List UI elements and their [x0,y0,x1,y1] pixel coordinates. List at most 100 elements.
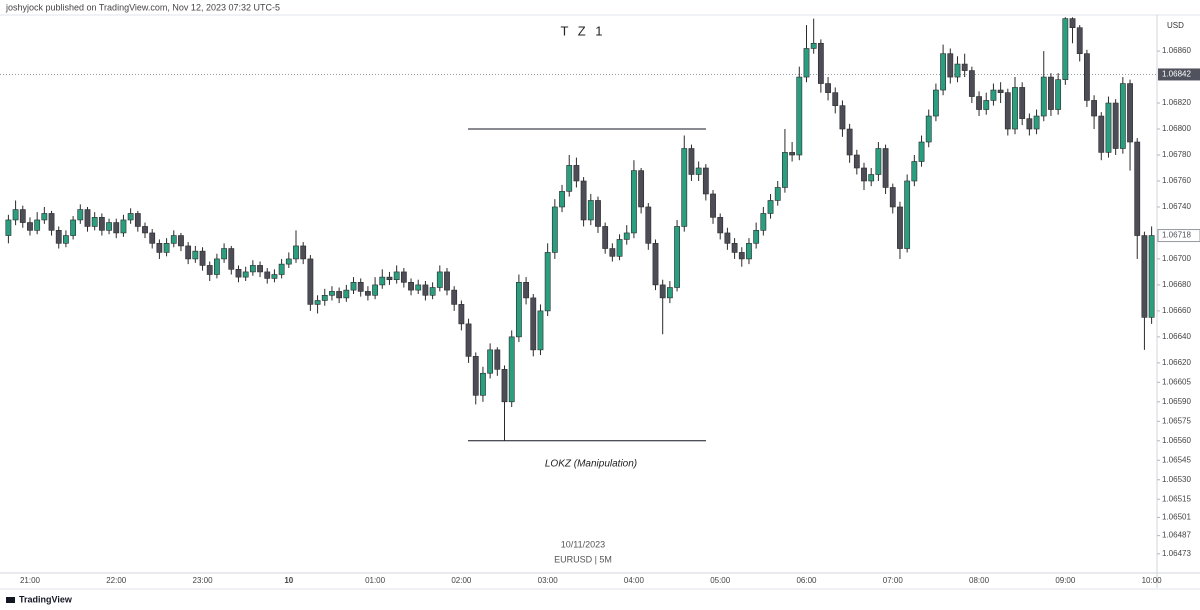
candle-body [602,226,609,249]
candle-body [149,232,156,244]
y-tick-label: 1.06680 [1162,280,1191,289]
candle-body [904,180,911,249]
candle-body [681,148,688,227]
candle-body [1105,102,1112,153]
candle-body [796,76,803,156]
candle-body [861,167,867,182]
candle-body [70,219,77,236]
candle-body [5,219,12,236]
candle-body [515,282,522,338]
candle-body [48,213,55,231]
candle-body [753,230,760,244]
candle-body [321,294,328,301]
footer-logo: TradingView [6,594,73,604]
candle-body [436,271,443,288]
candle-body [472,356,479,396]
candle-body [918,141,925,162]
candle-body [293,245,299,260]
candle-body [666,287,673,299]
candle-body [846,128,853,156]
y-tick-label: 1.06473 [1162,549,1191,558]
candle-body [1119,83,1126,149]
candle-body [451,289,458,305]
candle-body [1084,53,1090,101]
candle-body [185,245,192,260]
candle-body [580,180,587,221]
price-label-box [1157,229,1200,243]
candle-body [77,209,84,221]
candle-body [782,152,788,188]
candle-body [314,300,321,305]
candle-body [875,148,882,175]
candle-body [444,271,450,291]
candle-body [1141,235,1148,318]
x-tick-label: 21:00 [20,576,41,585]
candle-body [976,96,982,110]
candle-body [134,213,141,227]
candle-body [91,217,98,227]
candle-body [652,243,659,286]
candle-body [386,276,393,281]
candle-body [595,200,601,227]
candle-body [523,282,529,299]
candle-body [731,243,738,253]
candle-body [422,284,429,296]
candle-body [199,250,206,266]
candle-body [566,165,573,192]
candle-body [156,243,163,253]
candle-body [724,232,731,244]
x-tick-label: 01:00 [365,576,386,585]
logo-mark [6,597,15,603]
candle-body [487,349,494,374]
candle-body [221,248,227,260]
candle-body [738,252,745,260]
candle-body [983,100,990,110]
candle-body [494,349,501,370]
candle-body [1033,115,1040,130]
candle-body [1026,118,1033,130]
candle-body [1004,92,1011,130]
price-label: 1.06842 [1162,70,1191,79]
candle-body [853,154,860,169]
y-tick-label: 1.06575 [1162,416,1191,425]
candle-body [214,258,220,275]
candle-body [1055,79,1062,110]
candle-body [1069,18,1076,28]
y-tick-label: 1.06530 [1162,475,1191,484]
candle-body [940,53,946,91]
candle-body [458,304,465,325]
candle-body [767,200,774,214]
candle-body [271,274,278,279]
candle-body [1040,76,1047,117]
chart-title: T Z 1 [560,23,605,38]
y-tick-label: 1.06620 [1162,358,1191,367]
candle-body [429,287,436,296]
candle-body [480,372,486,396]
x-tick-label: 07:00 [883,576,904,585]
candle-body [350,282,357,291]
y-tick-label: 1.06487 [1162,531,1191,540]
candle-body [113,222,120,234]
candle-body [832,92,839,106]
candle-body [142,226,148,234]
y-tick-label: 1.06605 [1162,377,1191,386]
watermark-date: 10/11/2023 [561,539,605,549]
candle-body [925,115,932,143]
candle-body [408,282,414,291]
candle-body [631,170,637,234]
annotation: LOKZ (Manipulation) [545,459,637,470]
candle-body [623,232,630,240]
candle-body [933,89,939,117]
candle-body [774,187,781,201]
y-tick-label: 1.06800 [1162,124,1191,133]
y-tick-label: 1.06760 [1162,176,1191,185]
x-tick-label: 22:00 [106,576,127,585]
candle-body [573,165,580,182]
watermark-symbol: EURUSD | 5M [554,554,612,564]
candle-body [278,263,285,275]
candle-body [55,230,62,244]
candle-body [825,83,831,93]
candle-body [336,291,343,299]
